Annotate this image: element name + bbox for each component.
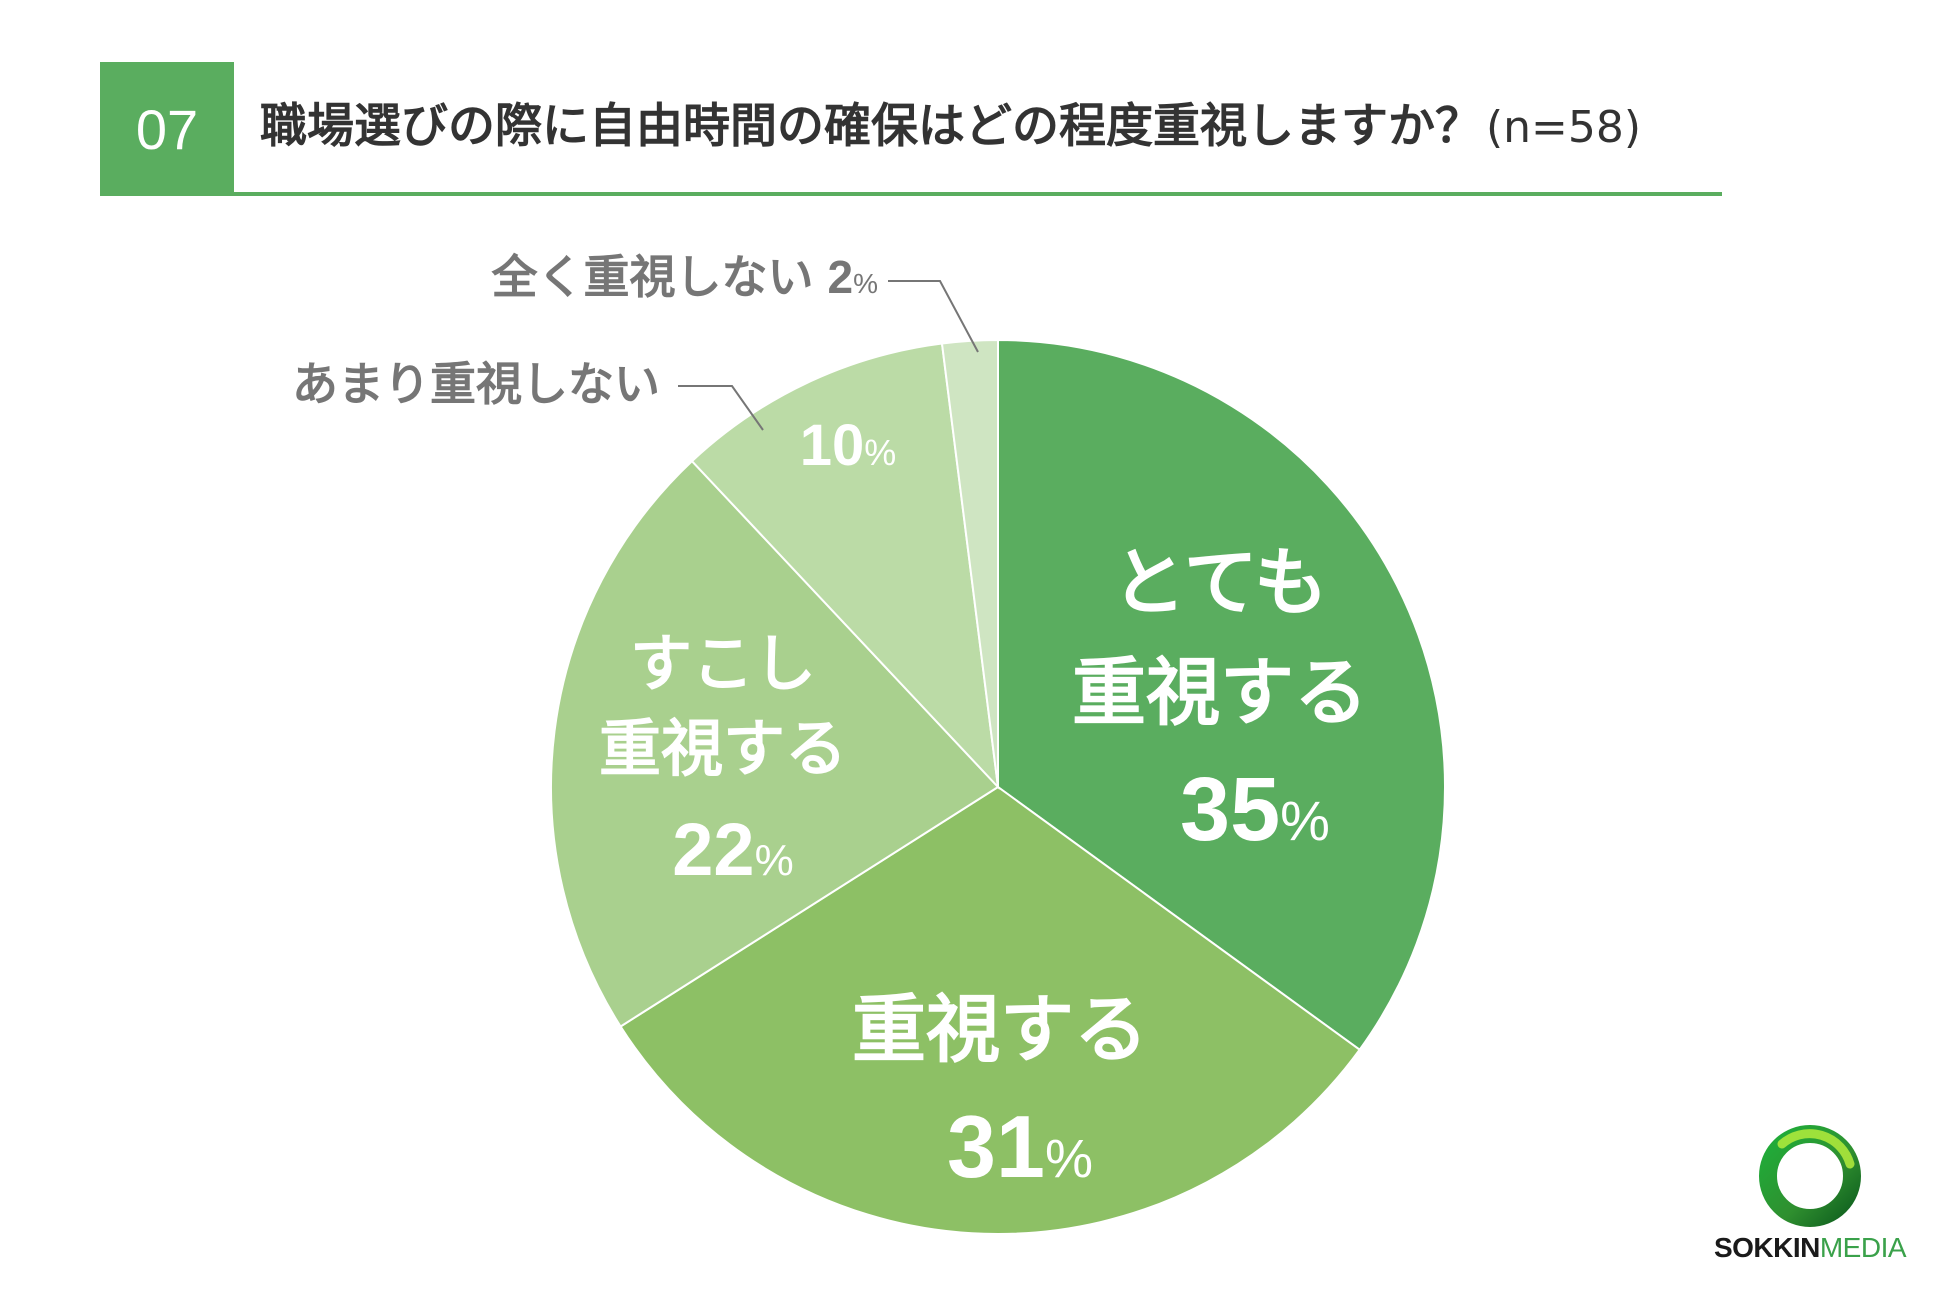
slice-1-label-line-1: とても: [1112, 540, 1328, 626]
sokkin-media-logo: SOKKINMEDIA: [1700, 1120, 1920, 1270]
slice-1-value-number: 35: [1180, 760, 1280, 860]
slice-4-value-number: 10: [800, 413, 865, 478]
slice-5-value-percent-sign: %: [853, 268, 878, 299]
slice-1-value-percent-sign: %: [1280, 789, 1330, 852]
slice-3-label-line-1: すこし: [630, 627, 816, 700]
slice-3-value: 22%: [672, 808, 793, 891]
question-number: 07: [100, 62, 234, 196]
logo-text-sokkin: SOKKIN: [1713, 1232, 1820, 1263]
slice-2-label: 重視する: [852, 987, 1148, 1073]
slice-3-label-line-2: 重視する: [599, 712, 847, 785]
slice-4-outside-label: あまり重視しない: [292, 357, 660, 411]
pie-slice-1: [997, 338, 1446, 1052]
slice-2-value: 31%: [947, 1097, 1093, 1196]
slice-5-value-number: 2: [828, 251, 854, 303]
logo-text: SOKKINMEDIA: [1700, 1232, 1920, 1264]
pie-slice-5: [940, 338, 999, 788]
title-bar: 07 職場選びの際に自由時間の確保はどの程度重視しますか？(n=58): [100, 62, 1722, 196]
slice-4-value: 10%: [800, 413, 897, 478]
sample-size: (n=58): [1486, 102, 1642, 153]
slice-1-label-line-2: 重視する: [1072, 650, 1368, 736]
logo-ring-icon: [1759, 1125, 1861, 1227]
slice-1-value: 35%: [1180, 760, 1330, 860]
slice-2-value-number: 31: [947, 1097, 1045, 1196]
slice-3-value-percent-sign: %: [755, 836, 794, 885]
logo-text-media: MEDIA: [1819, 1232, 1907, 1263]
slice-3-value-number: 22: [672, 808, 754, 891]
pie-slice-4: [690, 342, 1000, 790]
slice-2-value-percent-sign: %: [1045, 1129, 1093, 1189]
pie-slice-3: [550, 459, 1000, 1028]
title-underline: [100, 192, 1722, 196]
slice-4-leader-line: [678, 385, 764, 431]
slice-5-label-text: 全く重視しない: [491, 250, 814, 304]
pie-slice-2: [619, 785, 1362, 1235]
slice-5-outside-label: 全く重視しない 2%: [491, 250, 879, 304]
question-title: 職場選びの際に自由時間の確保はどの程度重視しますか？(n=58): [260, 92, 1730, 162]
slice-5-leader-line: [888, 280, 979, 353]
slice-4-value-percent-sign: %: [864, 432, 896, 473]
question-title-text: 職場選びの際に自由時間の確保はどの程度重視しますか？: [260, 99, 1482, 154]
